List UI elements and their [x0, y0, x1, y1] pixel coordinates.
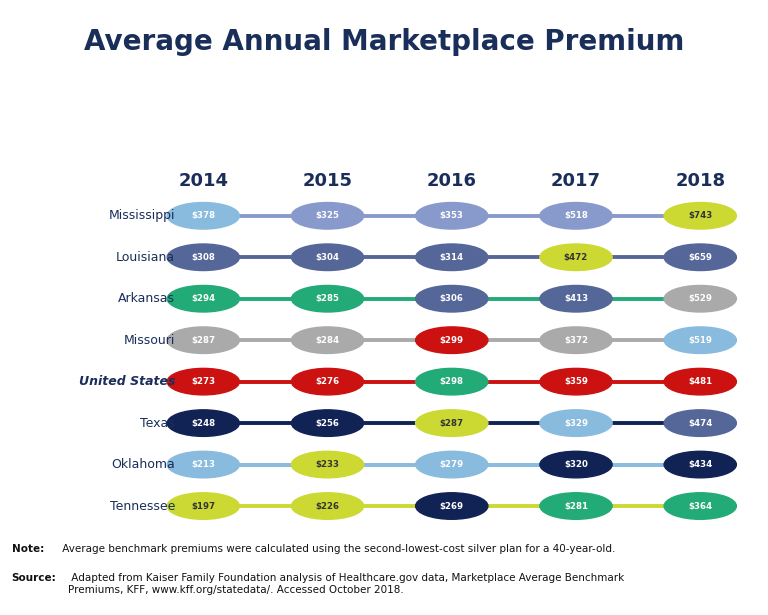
Circle shape: [540, 493, 612, 519]
Text: $279: $279: [440, 460, 464, 469]
Circle shape: [540, 202, 612, 229]
Text: 2014: 2014: [178, 172, 228, 189]
Circle shape: [291, 493, 364, 519]
Circle shape: [167, 327, 240, 354]
Text: $276: $276: [316, 377, 339, 386]
Text: Average benchmark premiums were calculated using the second-lowest-cost silver p: Average benchmark premiums were calculat…: [59, 544, 615, 554]
Circle shape: [291, 285, 364, 312]
Text: Oklahoma: Oklahoma: [111, 458, 175, 471]
Circle shape: [167, 410, 240, 437]
Circle shape: [291, 451, 364, 478]
Text: $472: $472: [564, 253, 588, 262]
Text: $413: $413: [564, 294, 588, 303]
Text: United States: United States: [78, 375, 175, 388]
Text: $269: $269: [440, 501, 464, 510]
Text: $287: $287: [191, 336, 215, 344]
Circle shape: [415, 202, 488, 229]
Circle shape: [167, 493, 240, 519]
Text: $325: $325: [316, 212, 339, 220]
Text: $359: $359: [564, 377, 588, 386]
Text: $474: $474: [688, 419, 713, 427]
Circle shape: [664, 327, 737, 354]
Circle shape: [167, 285, 240, 312]
Text: The graph below displays the change in benchmark premiums for Arkansas and the
s: The graph below displays the change in b…: [104, 94, 664, 145]
Text: $659: $659: [688, 253, 712, 262]
Circle shape: [664, 368, 737, 395]
Text: 2017: 2017: [551, 172, 601, 189]
Text: $256: $256: [316, 419, 339, 427]
Circle shape: [291, 244, 364, 271]
Circle shape: [540, 285, 612, 312]
Text: Texas: Texas: [141, 416, 175, 430]
Circle shape: [291, 327, 364, 354]
Text: $281: $281: [564, 501, 588, 510]
Text: $285: $285: [316, 294, 339, 303]
Text: $372: $372: [564, 336, 588, 344]
Text: $378: $378: [191, 212, 215, 220]
Circle shape: [415, 410, 488, 437]
Circle shape: [415, 368, 488, 395]
Text: $364: $364: [688, 501, 712, 510]
Circle shape: [664, 493, 737, 519]
Circle shape: [415, 244, 488, 271]
Text: $306: $306: [440, 294, 464, 303]
Text: Note:: Note:: [12, 544, 44, 554]
Text: $287: $287: [440, 419, 464, 427]
Text: $434: $434: [688, 460, 713, 469]
Text: $308: $308: [191, 253, 215, 262]
Text: $329: $329: [564, 419, 588, 427]
Text: Tennessee: Tennessee: [110, 499, 175, 512]
Text: $197: $197: [191, 501, 215, 510]
Text: $273: $273: [191, 377, 215, 386]
Text: Mississippi: Mississippi: [108, 209, 175, 222]
Text: 2015: 2015: [303, 172, 353, 189]
Circle shape: [167, 244, 240, 271]
Circle shape: [664, 285, 737, 312]
Circle shape: [167, 451, 240, 478]
Text: $519: $519: [688, 336, 712, 344]
Text: $320: $320: [564, 460, 588, 469]
Text: $294: $294: [191, 294, 215, 303]
Text: $226: $226: [316, 501, 339, 510]
Circle shape: [664, 202, 737, 229]
Text: Source:: Source:: [12, 573, 56, 583]
Text: $299: $299: [440, 336, 464, 344]
Text: $314: $314: [440, 253, 464, 262]
Text: $743: $743: [688, 212, 713, 220]
Text: 2016: 2016: [427, 172, 477, 189]
Circle shape: [291, 368, 364, 395]
Circle shape: [540, 410, 612, 437]
Circle shape: [415, 493, 488, 519]
Text: $213: $213: [191, 460, 215, 469]
Circle shape: [415, 451, 488, 478]
Text: Missouri: Missouri: [124, 334, 175, 347]
Text: Adapted from Kaiser Family Foundation analysis of Healthcare.gov data, Marketpla: Adapted from Kaiser Family Foundation an…: [68, 573, 624, 595]
Text: $518: $518: [564, 212, 588, 220]
Circle shape: [540, 451, 612, 478]
Circle shape: [664, 244, 737, 271]
Circle shape: [415, 327, 488, 354]
Circle shape: [540, 244, 612, 271]
Text: $481: $481: [688, 377, 712, 386]
Circle shape: [167, 202, 240, 229]
Text: Arkansas: Arkansas: [118, 292, 175, 305]
Circle shape: [291, 202, 364, 229]
Text: $298: $298: [440, 377, 464, 386]
Circle shape: [664, 410, 737, 437]
Circle shape: [540, 327, 612, 354]
Circle shape: [415, 285, 488, 312]
Text: 2018: 2018: [675, 172, 725, 189]
Text: $248: $248: [191, 419, 215, 427]
Text: $304: $304: [316, 253, 339, 262]
Circle shape: [167, 368, 240, 395]
Text: Louisiana: Louisiana: [116, 251, 175, 264]
Circle shape: [291, 410, 364, 437]
Circle shape: [540, 368, 612, 395]
Text: $284: $284: [316, 336, 339, 344]
Circle shape: [664, 451, 737, 478]
Text: $353: $353: [440, 212, 464, 220]
Text: $529: $529: [688, 294, 712, 303]
Text: $233: $233: [316, 460, 339, 469]
Text: Average Annual Marketplace Premium: Average Annual Marketplace Premium: [84, 28, 684, 55]
